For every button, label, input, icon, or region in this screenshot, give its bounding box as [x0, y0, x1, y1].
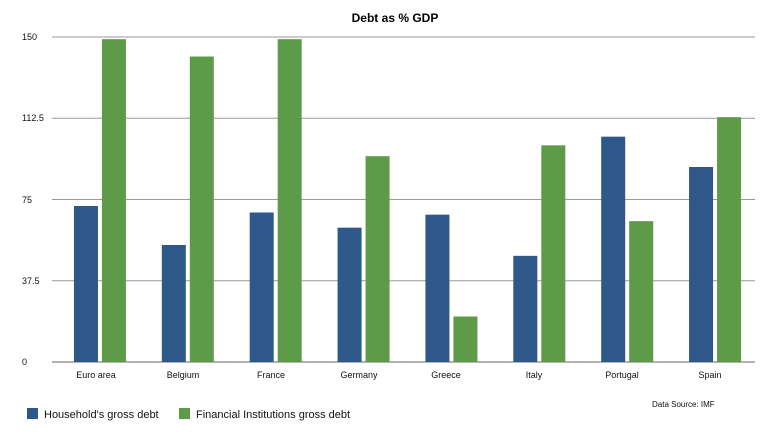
- bar-financial-greece: [453, 316, 478, 362]
- bar-financial-france: [277, 39, 302, 363]
- y-tick-label: 112.5: [22, 113, 44, 123]
- x-tick-label: Belgium: [167, 370, 200, 380]
- bar-household-italy: [513, 255, 538, 362]
- y-tick-label: 37.5: [22, 276, 40, 286]
- legend: Household's gross debt Financial Institu…: [27, 408, 350, 421]
- bar-household-euro-area: [73, 206, 98, 362]
- x-tick-label: Spain: [698, 370, 721, 380]
- bar-financial-belgium: [189, 56, 214, 362]
- x-axis-categories: Euro area Belgium France Germany Greece …: [76, 370, 721, 380]
- bar-financial-euro-area: [101, 39, 126, 363]
- bar-household-france: [249, 212, 274, 362]
- y-tick-label: 75: [22, 195, 32, 205]
- bar-financial-spain: [717, 117, 742, 363]
- legend-label-financial: Financial Institutions gross debt: [196, 409, 350, 421]
- bar-household-greece: [425, 214, 450, 362]
- x-tick-label: Portugal: [605, 370, 639, 380]
- x-tick-label: France: [257, 370, 285, 380]
- x-tick-label: Euro area: [76, 370, 116, 380]
- y-axis-ticks: 0 37.5 75 112.5 150: [22, 32, 44, 367]
- y-tick-label: 0: [22, 357, 27, 367]
- y-tick-label: 150: [22, 32, 37, 42]
- bar-financial-italy: [541, 145, 566, 362]
- legend-swatch-financial: [179, 408, 190, 419]
- bar-household-spain: [689, 167, 714, 362]
- legend-label-household: Household's gross debt: [44, 409, 159, 421]
- x-tick-label: Germany: [340, 370, 378, 380]
- x-tick-label: Italy: [526, 370, 543, 380]
- bar-financial-germany: [365, 156, 390, 362]
- legend-swatch-household: [27, 408, 38, 419]
- bar-household-portugal: [601, 136, 626, 362]
- x-tick-label: Greece: [431, 370, 461, 380]
- data-source-note: Data Source: IMF: [652, 400, 715, 409]
- bar-household-belgium: [161, 245, 186, 362]
- bar-household-germany: [337, 227, 362, 362]
- bar-financial-portugal: [629, 221, 654, 362]
- chart-title: Debt as % GDP: [352, 11, 439, 25]
- bar-series: [73, 39, 742, 363]
